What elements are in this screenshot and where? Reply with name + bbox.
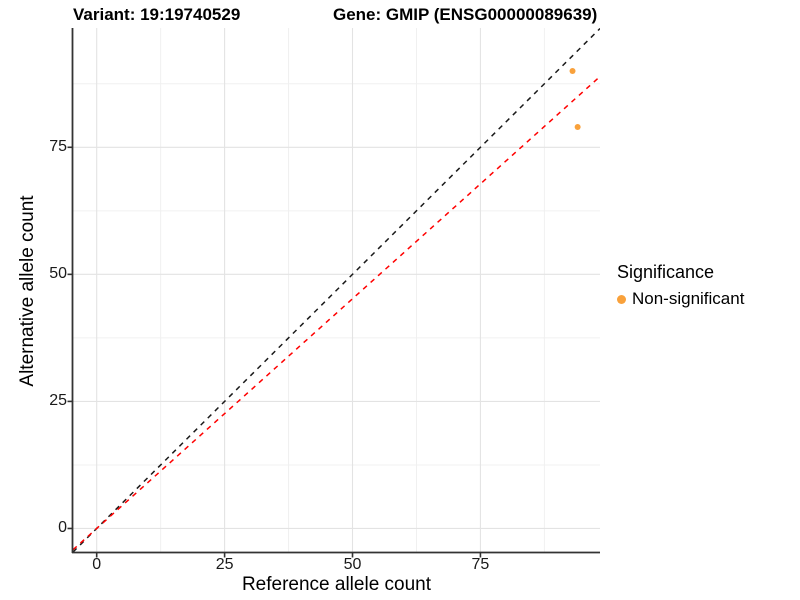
data-points — [569, 68, 581, 130]
legend-entry-label: Non-significant — [632, 289, 745, 308]
major-gridlines — [73, 28, 600, 552]
identity-line — [73, 28, 600, 552]
x-tick-label: 0 — [92, 556, 102, 573]
legend-key-dot-icon — [617, 294, 626, 304]
scatter-point — [574, 123, 581, 130]
legend-entry-non-significant: Non-significant — [617, 289, 744, 309]
x-axis-title: Reference allele count — [241, 574, 432, 595]
y-tick-label: 0 — [58, 519, 67, 537]
legend-title: Significance — [617, 262, 715, 282]
x-tick-label: 50 — [343, 556, 362, 573]
plot-title-variant: Variant: 19:19740529 — [73, 5, 241, 24]
y-tick-label: 75 — [49, 138, 67, 156]
plot-title-gene: Gene: GMIP (ENSG00000089639) — [333, 5, 598, 24]
y-axis-title: Alternative allele count — [17, 195, 38, 387]
allelic-ratio-line — [73, 75, 600, 551]
scatter-point — [569, 68, 576, 75]
legend: Significance Non-significant — [617, 262, 744, 309]
reference-lines — [73, 28, 600, 552]
y-tick-label: 50 — [49, 265, 67, 283]
axis-tick-marks — [67, 146, 482, 558]
x-tick-label: 75 — [471, 556, 490, 573]
y-tick-label: 25 — [49, 392, 67, 410]
axis-lines — [71, 28, 600, 554]
x-tick-label: 25 — [215, 556, 234, 573]
